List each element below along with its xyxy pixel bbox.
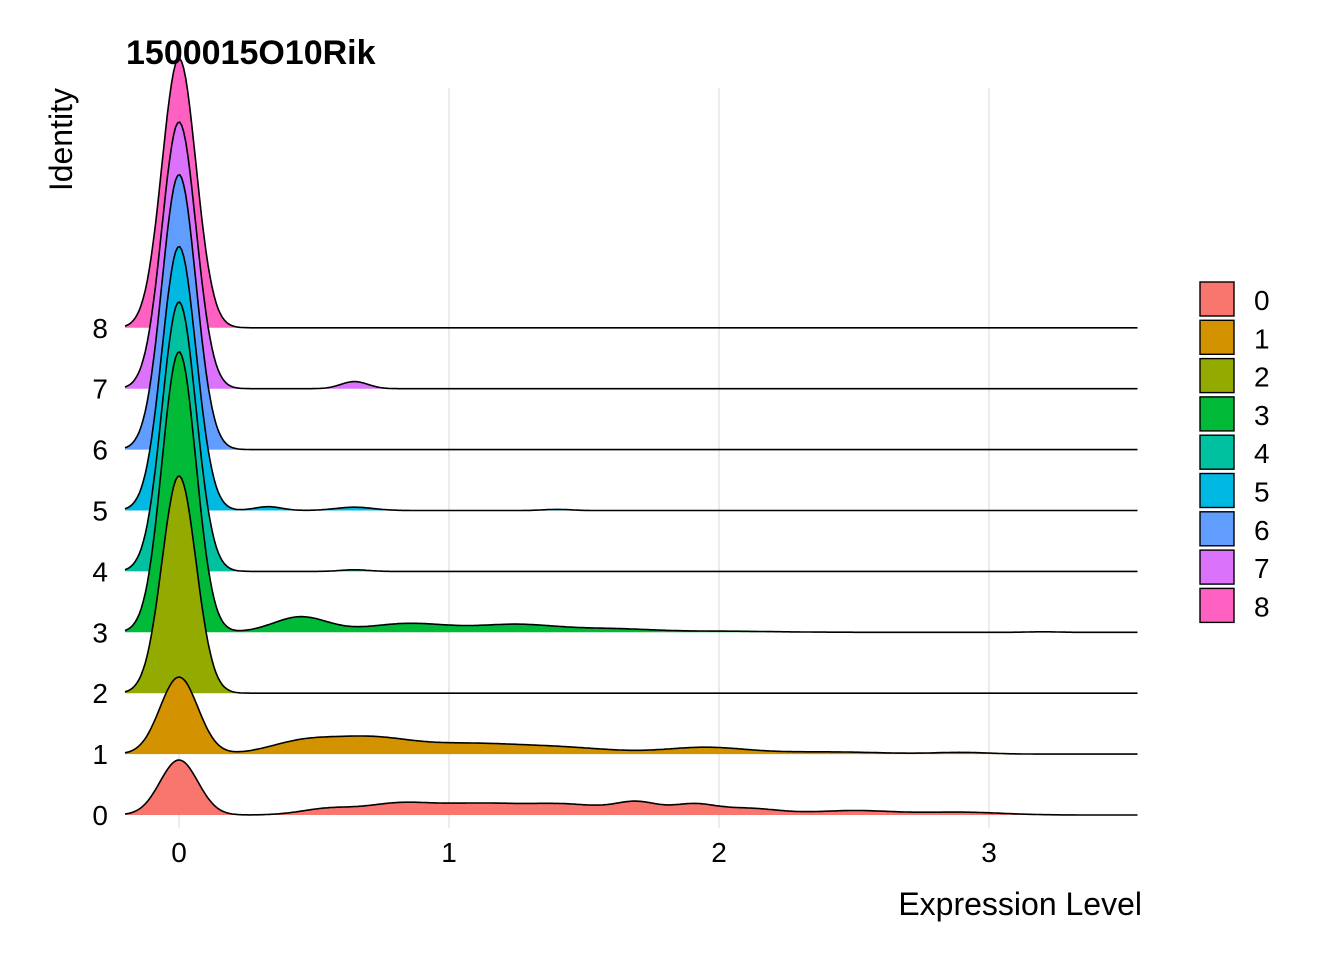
legend-label-4: 4 [1254,438,1270,469]
chart-title: 1500015O10Rik [126,34,376,72]
legend-label-2: 2 [1254,362,1270,393]
y-tick-label-5: 5 [92,496,108,527]
x-axis-ticks: 0 1 2 3 [171,837,997,868]
legend-swatch-1 [1199,319,1235,355]
ridge-fill-0 [125,760,1138,815]
ridges [124,57,1138,816]
ridge-line-8 [124,57,1138,329]
ridge-line-2 [124,475,1138,694]
ridge-fill-1 [125,677,1138,755]
legend-swatch-7 [1199,549,1235,585]
legend-swatch-4 [1199,434,1235,470]
y-tick-label-8: 8 [92,313,108,344]
y-tick-label-3: 3 [92,617,108,648]
y-tick-label-7: 7 [92,374,108,405]
legend: 0 1 2 3 4 5 6 7 8 [1199,281,1270,624]
x-tick-label-2: 2 [711,837,727,868]
y-tick-label-1: 1 [92,739,108,770]
ridge-line-3 [124,351,1138,634]
ridge-fill-6 [125,174,1138,450]
ridge-line-4 [124,301,1138,573]
legend-swatch-8 [1199,587,1235,624]
ridge-fill-7 [125,122,1138,389]
legend-swatch-3 [1199,396,1235,432]
legend-label-7: 7 [1254,553,1270,584]
y-tick-label-6: 6 [92,435,108,466]
legend-label-8: 8 [1254,591,1270,622]
y-tick-label-4: 4 [92,556,108,587]
legend-label-5: 5 [1254,477,1270,508]
legend-label-3: 3 [1254,400,1270,431]
x-tick-label-3: 3 [981,837,997,868]
legend-swatch-5 [1199,472,1235,509]
ridge-fill-8 [125,58,1138,328]
y-tick-label-2: 2 [92,678,108,709]
legend-swatch-6 [1199,511,1235,547]
legend-label-6: 6 [1254,515,1270,546]
x-tick-label-1: 1 [441,837,457,868]
x-axis-title: Expression Level [898,886,1142,922]
y-axis-ticks: 0 1 2 3 4 5 6 7 8 [92,313,108,831]
legend-label-1: 1 [1254,323,1270,354]
ridge-line-5 [124,245,1138,512]
ridge-fill-4 [125,302,1138,572]
ridge-line-6 [124,173,1138,451]
x-tick-label-0: 0 [171,837,187,868]
y-tick-label-0: 0 [92,800,108,831]
ridge-line-7 [124,121,1138,390]
y-axis-title: Identity [43,88,79,191]
legend-swatch-0 [1199,281,1235,317]
legend-swatch-2 [1199,357,1235,394]
ridge-fill-3 [125,352,1138,633]
ridge-line-0 [124,759,1138,816]
ridge-line-1 [124,676,1138,755]
ridge-fill-5 [125,246,1138,511]
gridlines [178,88,990,828]
legend-label-0: 0 [1254,285,1270,316]
